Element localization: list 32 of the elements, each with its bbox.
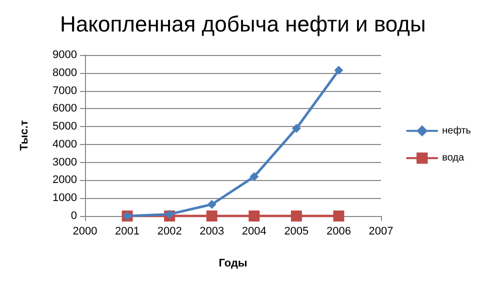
- y-tick-label: 7000: [52, 84, 77, 97]
- x-tick-label: 2001: [115, 226, 140, 238]
- y-tick-label: 0: [70, 210, 77, 222]
- x-axis-title: Годы: [218, 258, 248, 270]
- chart-title: Накопленная добыча нефти и воды: [60, 12, 426, 36]
- point: [248, 210, 260, 222]
- x-tick-label: 2005: [284, 226, 309, 238]
- x-tick-label: 2004: [242, 226, 266, 238]
- point: [207, 200, 216, 209]
- y-tick-label: 5000: [52, 120, 77, 133]
- x-tick-label: 2000: [72, 226, 98, 238]
- y-axis-title: Тыс.т: [18, 120, 30, 151]
- point: [292, 124, 301, 133]
- y-tick-label: 3000: [52, 156, 77, 168]
- y-tick-label: 9000: [52, 49, 77, 61]
- y-tick-label: 8000: [52, 66, 77, 79]
- point: [206, 210, 218, 222]
- legend-label: нефть: [442, 125, 472, 136]
- x-tick-label: 2007: [368, 226, 394, 238]
- x-tick-label: 2003: [200, 226, 224, 238]
- point: [290, 210, 302, 222]
- point: [165, 210, 174, 219]
- y-tick-label: 6000: [52, 102, 77, 115]
- point: [334, 66, 344, 75]
- y-tick-label: 1000: [52, 192, 77, 204]
- y-tick-label: 4000: [52, 138, 77, 150]
- point: [250, 172, 259, 182]
- legend-label: вода: [442, 152, 464, 164]
- x-tick-label: 2006: [326, 226, 351, 238]
- y-tick-label: 2000: [52, 174, 77, 186]
- x-tick-label: 2002: [157, 226, 182, 238]
- point: [333, 210, 344, 222]
